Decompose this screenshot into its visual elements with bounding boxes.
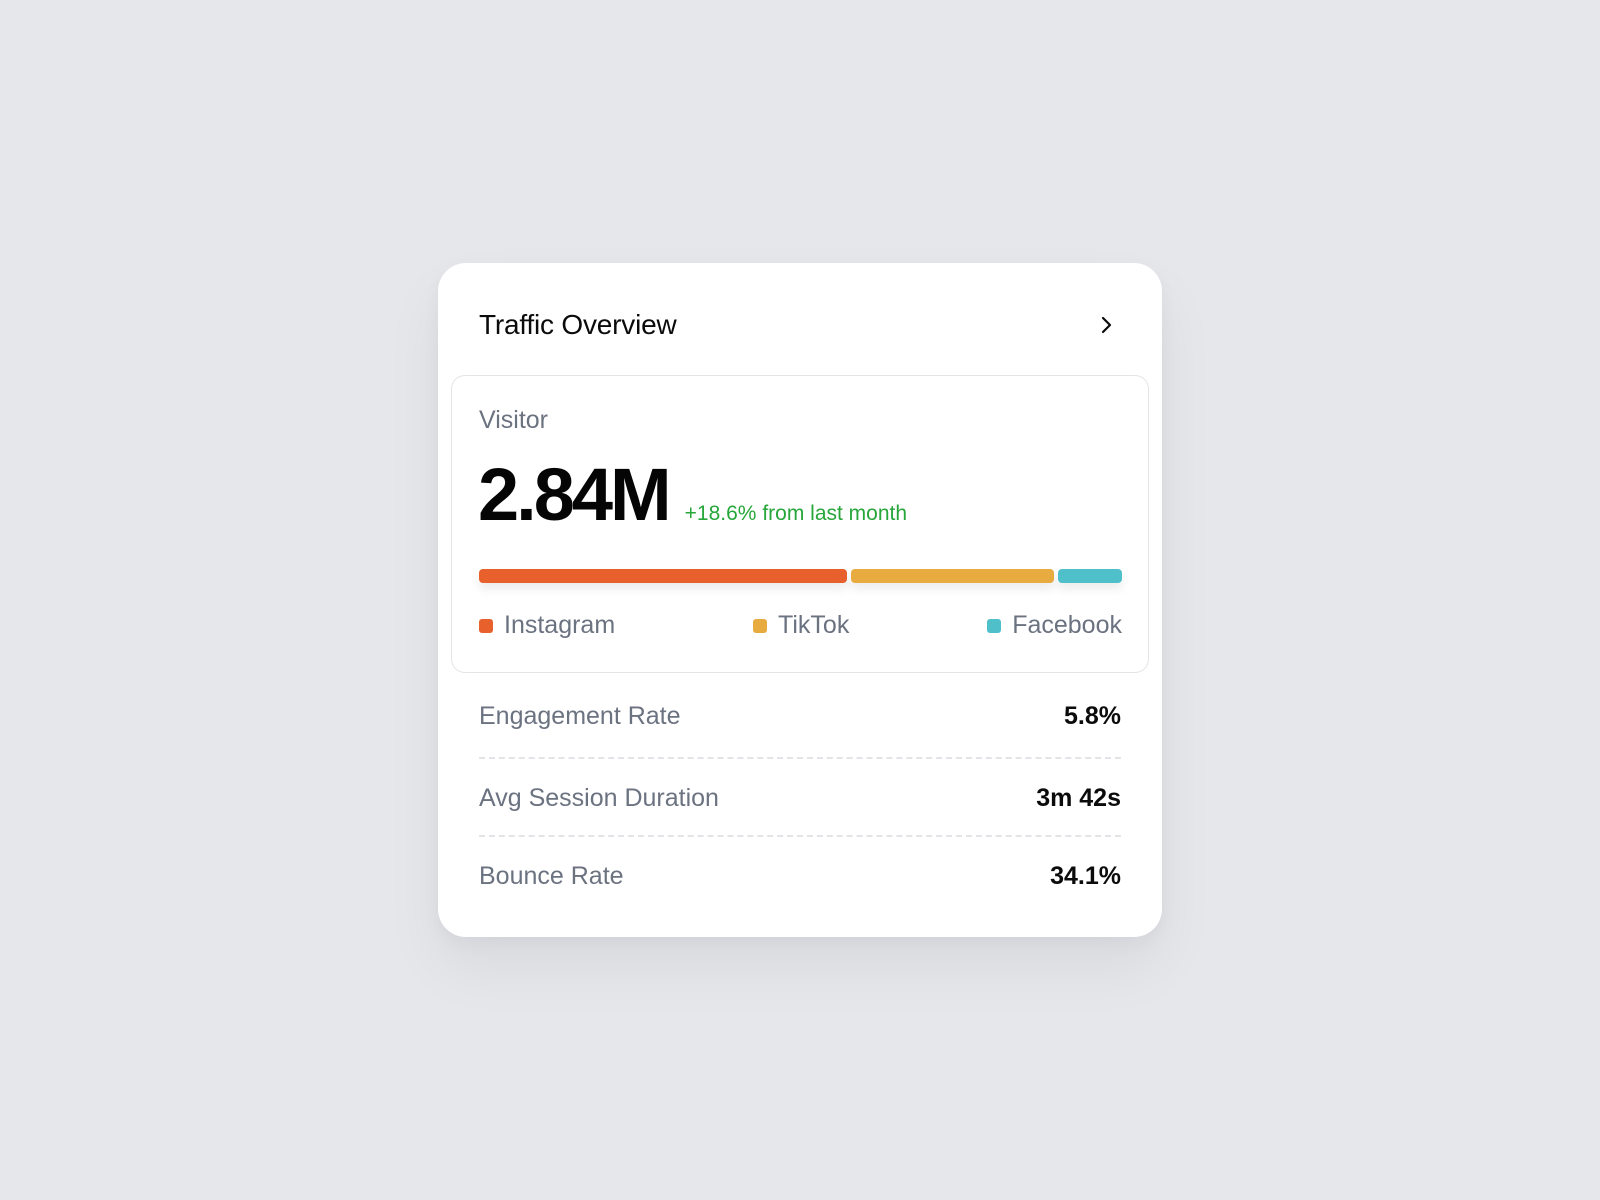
legend-item-tiktok: TikTok bbox=[753, 611, 849, 640]
metric-value: 5.8% bbox=[1064, 701, 1121, 730]
traffic-source-legend: Instagram TikTok Facebook bbox=[479, 611, 1122, 640]
legend-item-instagram: Instagram bbox=[479, 611, 615, 640]
visitor-value-row: 2.84M +18.6% from last month bbox=[478, 458, 907, 532]
metric-label: Bounce Rate bbox=[479, 861, 624, 890]
traffic-overview-card: Traffic Overview Visitor 2.84M +18.6% fr… bbox=[438, 263, 1162, 937]
visitor-panel: Visitor 2.84M +18.6% from last month Ins… bbox=[451, 375, 1149, 673]
metric-value: 3m 42s bbox=[1036, 783, 1121, 812]
bar-segment-facebook bbox=[1058, 569, 1122, 583]
metric-row-bounce-rate: Bounce Rate 34.1% bbox=[479, 837, 1121, 915]
card-title: Traffic Overview bbox=[479, 309, 677, 340]
legend-swatch-tiktok bbox=[753, 618, 768, 633]
card-header: Traffic Overview bbox=[479, 305, 1121, 345]
visitor-value: 2.84M bbox=[478, 453, 672, 536]
metric-label: Engagement Rate bbox=[479, 701, 681, 730]
traffic-source-bar bbox=[479, 569, 1122, 583]
metrics-list: Engagement Rate 5.8% Avg Session Duratio… bbox=[479, 673, 1121, 915]
chevron-right-icon[interactable] bbox=[1091, 310, 1121, 340]
legend-label-tiktok: TikTok bbox=[778, 611, 850, 639]
legend-label-facebook: Facebook bbox=[1012, 611, 1122, 639]
bar-segment-instagram bbox=[479, 569, 848, 583]
legend-item-facebook: Facebook bbox=[987, 611, 1122, 640]
visitor-label: Visitor bbox=[479, 406, 549, 434]
metric-label: Avg Session Duration bbox=[479, 783, 719, 812]
legend-swatch-facebook bbox=[987, 618, 1002, 633]
metric-row-engagement-rate: Engagement Rate 5.8% bbox=[479, 673, 1121, 759]
bar-segment-tiktok bbox=[851, 569, 1055, 583]
metric-row-avg-session-duration: Avg Session Duration 3m 42s bbox=[479, 759, 1121, 837]
metric-value: 34.1% bbox=[1050, 861, 1121, 890]
legend-swatch-instagram bbox=[479, 618, 493, 633]
visitor-change: +18.6% from last month bbox=[684, 502, 908, 525]
legend-label-instagram: Instagram bbox=[504, 611, 616, 639]
